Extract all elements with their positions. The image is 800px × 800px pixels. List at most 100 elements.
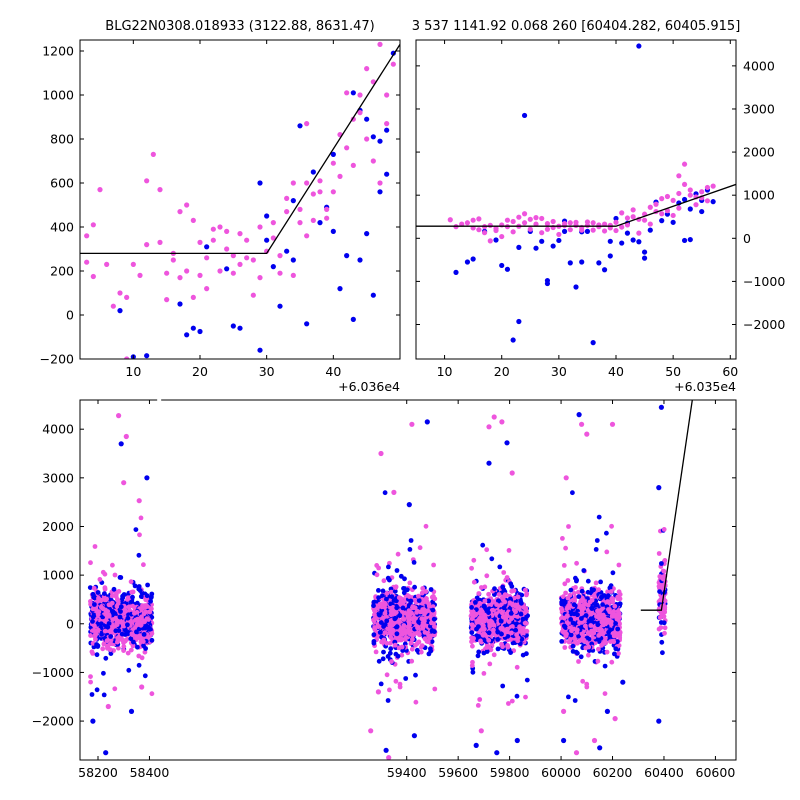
data-point-pink [149,631,155,636]
data-point-pink [317,178,323,184]
data-point-blue [101,670,106,676]
data-point-pink [524,592,529,598]
data-point-pink [584,219,591,225]
data-point-pink [210,226,216,232]
data-point-pink [479,585,484,590]
x-tick-label: 59600 [438,765,478,780]
data-point-pink [601,228,608,234]
data-point-pink [116,645,121,651]
data-point-blue [386,564,391,570]
data-point-pink [560,594,566,600]
data-point-pink [388,635,394,640]
data-point-blue [492,586,497,592]
data-point-pink [471,557,477,563]
data-point-blue [571,602,577,608]
data-point-blue [574,577,579,583]
data-point-pink [108,641,114,647]
data-point-pink [389,589,394,595]
data-point-blue [350,316,356,322]
data-point-pink [514,664,520,670]
data-point-blue [371,603,376,609]
data-point-pink [647,204,653,210]
data-point-blue [408,598,414,604]
data-point-pink [616,651,621,656]
data-point-pink [470,643,475,649]
data-point-blue [384,596,389,602]
data-point-pink [656,551,662,556]
data-point-pink [110,617,116,622]
data-point-blue [378,681,384,687]
data-point-blue [681,237,688,244]
data-point-blue [394,624,400,630]
data-point-pink [524,628,530,634]
x-tick-label: 60 [722,364,738,379]
data-point-blue [357,257,363,263]
data-point-blue [604,530,609,536]
data-point-pink [410,636,415,642]
data-point-pink [284,209,290,215]
data-point-pink [464,220,471,226]
data-point-pink [521,211,528,217]
data-point-blue [413,672,418,678]
data-point-blue [619,240,625,246]
data-point-pink [409,646,415,652]
data-point-pink [584,684,590,690]
x-tick-label: 59800 [490,765,530,780]
data-point-pink [317,189,323,195]
data-point-pink [596,633,602,638]
data-point-pink [382,630,388,635]
data-point-blue [416,598,422,603]
data-point-blue [524,651,529,657]
data-point-pink [563,545,568,551]
data-point-pink [97,577,103,582]
data-point-pink [491,627,496,633]
data-point-blue [123,632,128,637]
data-point-pink [521,220,528,226]
outlier-point-pink [386,755,392,760]
data-point-blue [607,238,613,244]
data-point-blue [135,644,140,650]
data-point-pink [102,571,108,577]
data-point-blue [615,626,621,632]
data-point-blue [102,591,107,596]
data-point-pink [137,633,143,638]
data-point-pink [244,237,250,243]
data-point-blue [473,600,478,605]
data-point-pink [469,622,475,628]
outlier-point-pink [375,689,381,695]
data-point-pink [397,684,403,690]
data-point-blue [579,616,584,621]
data-point-pink [681,181,688,188]
outlier-point-pink [584,431,590,437]
data-point-pink [504,217,511,223]
data-point-pink [357,92,363,98]
data-point-blue [601,267,608,273]
data-point-pink [422,630,428,635]
outlier-point-blue [604,708,611,715]
data-point-pink [103,611,108,617]
data-point-pink [676,173,682,179]
data-point-blue [500,584,506,590]
data-point-blue [381,649,386,655]
data-point-blue [519,636,525,642]
data-point-pink [539,215,545,222]
data-point-pink [277,270,283,276]
data-point-pink [397,619,403,625]
data-point-pink [565,613,570,618]
data-point-pink [382,611,388,616]
data-point-pink [157,239,163,245]
data-point-pink [522,609,528,615]
outlier-point-pink [123,433,129,440]
data-point-pink [140,639,146,644]
data-point-blue [499,262,505,269]
outlier-point-pink [378,450,384,457]
data-point-pink [224,246,230,252]
data-point-pink [197,239,203,245]
data-point-pink [105,645,110,651]
data-point-blue [453,269,459,275]
data-point-pink [470,659,475,665]
data-point-pink [500,614,506,620]
data-point-pink [431,594,436,599]
data-point-pink [364,66,370,72]
data-point-pink [416,631,422,637]
